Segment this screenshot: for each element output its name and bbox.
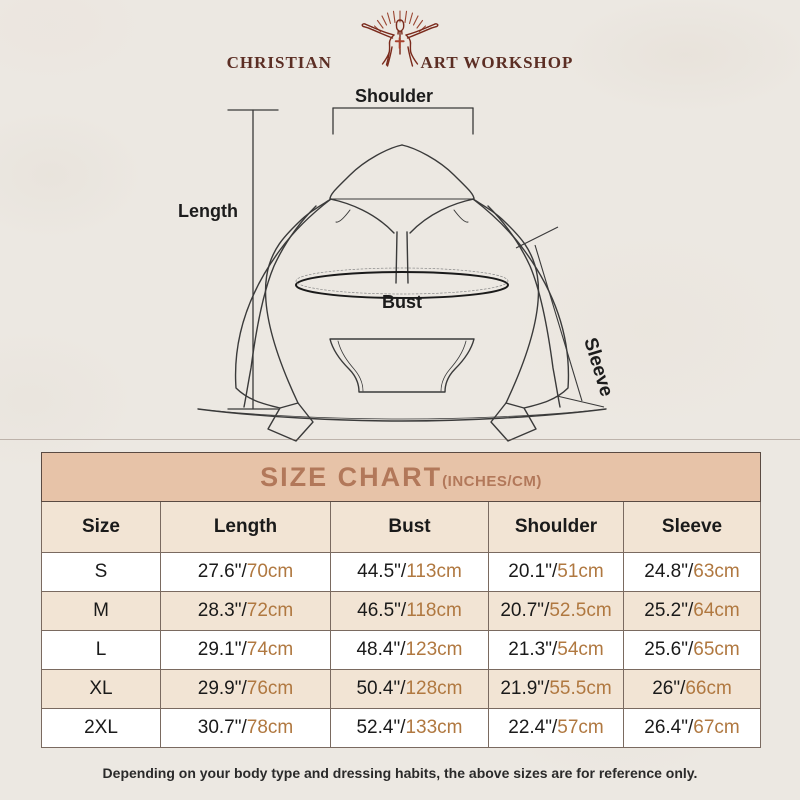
svg-text:Sleeve: Sleeve <box>579 335 617 399</box>
svg-text:Shoulder: Shoulder <box>355 86 433 106</box>
svg-text:Bust: Bust <box>382 292 422 312</box>
svg-text:Length: Length <box>178 201 238 221</box>
